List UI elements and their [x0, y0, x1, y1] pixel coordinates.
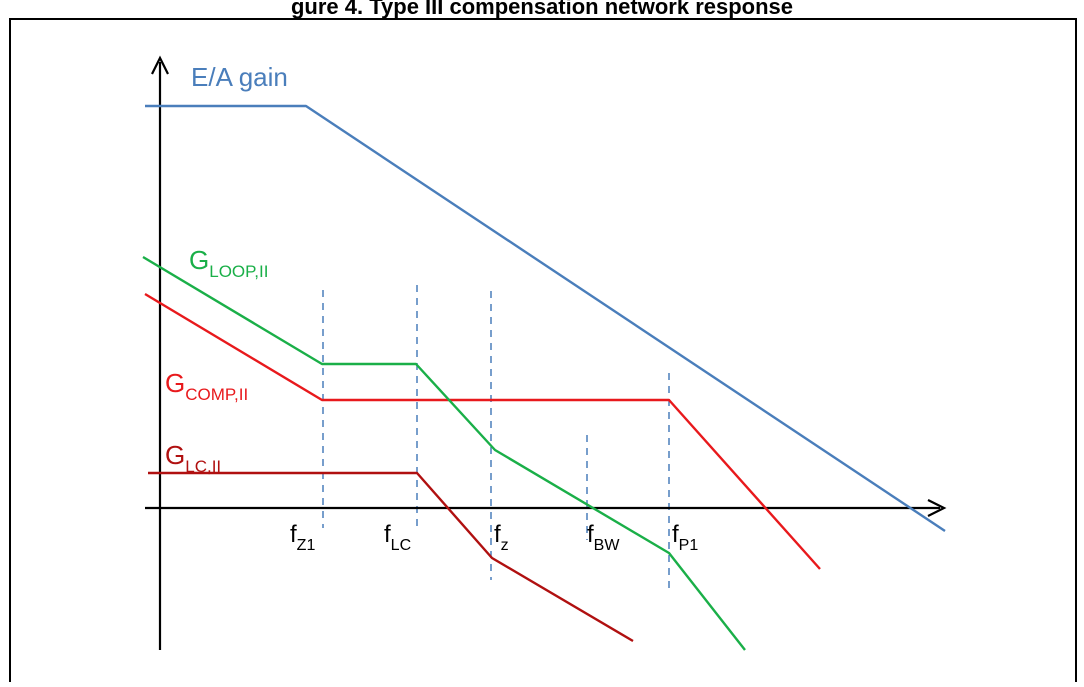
g-lc-label: GLC,II: [165, 440, 221, 476]
figure-title: gure 4. Type III compensation network re…: [291, 0, 793, 19]
ea-gain-label: E/A gain: [191, 62, 288, 92]
freq-label-fz1: fZ1: [290, 521, 315, 554]
x-axis-arrowhead: [927, 499, 947, 517]
figure-border: [9, 18, 1077, 685]
frequency-labels: fZ1 fLC fz fBW fP1: [290, 521, 698, 554]
g-comp-curve: [144, 292, 821, 570]
freq-label-fp1: fP1: [672, 521, 698, 554]
freq-label-flc: fLC: [384, 521, 411, 554]
ea-gain-curve: [145, 104, 946, 532]
g-lc-curve: [148, 471, 634, 643]
freq-label-fbw: fBW: [587, 521, 620, 554]
g-loop-label: GLOOP,II: [189, 245, 268, 281]
g-loop-curve: [142, 255, 746, 651]
y-axis-arrowhead: [151, 55, 169, 75]
axes: [145, 55, 947, 650]
freq-label-fz: fz: [494, 521, 509, 554]
g-comp-label: GCOMP,II: [165, 368, 248, 404]
frequency-guides: [322, 285, 670, 590]
